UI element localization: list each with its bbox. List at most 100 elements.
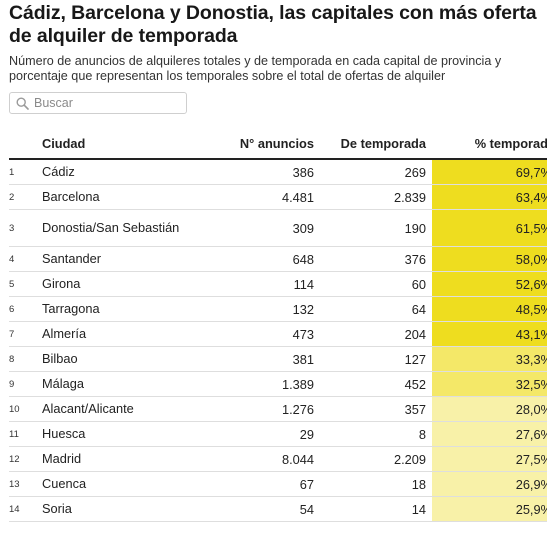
total-listings-cell: 132 xyxy=(203,296,320,322)
city-cell: Cuenca xyxy=(36,471,203,497)
city-cell: Barcelona xyxy=(36,184,203,210)
city-cell: Alacant/Alicante xyxy=(36,396,203,422)
chart-container: Cádiz, Barcelona y Donostia, las capital… xyxy=(9,2,547,522)
total-listings-cell: 1.276 xyxy=(203,396,320,422)
city-cell: Girona xyxy=(36,271,203,297)
temporary-listings-cell: 452 xyxy=(320,371,432,397)
total-listings-cell: 29 xyxy=(203,421,320,447)
rank-cell: 9 xyxy=(9,371,36,397)
city-cell: Soria xyxy=(36,496,203,522)
temporary-listings-cell: 204 xyxy=(320,321,432,347)
rank-cell: 7 xyxy=(9,321,36,347)
chart-subtitle: Número de anuncios de alquileres totales… xyxy=(9,54,502,83)
city-cell: Huesca xyxy=(36,421,203,447)
percent-temporary-cell: 26,9% xyxy=(432,471,547,497)
column-header-total[interactable]: N° anuncios xyxy=(203,128,320,160)
percent-temporary-cell: 32,5% xyxy=(432,371,547,397)
column-header-pct[interactable]: % temporada▼ xyxy=(432,128,547,160)
city-cell: Almería xyxy=(36,321,203,347)
chart-title: Cádiz, Barcelona y Donostia, las capital… xyxy=(9,2,537,47)
search-box[interactable] xyxy=(9,92,187,114)
rank-cell: 2 xyxy=(9,184,36,210)
temporary-listings-cell: 18 xyxy=(320,471,432,497)
rank-cell: 12 xyxy=(9,446,36,472)
rank-cell: 6 xyxy=(9,296,36,322)
city-cell: Madrid xyxy=(36,446,203,472)
rank-cell: 4 xyxy=(9,246,36,272)
temporary-listings-cell: 269 xyxy=(320,159,432,185)
temporary-listings-cell: 2.209 xyxy=(320,446,432,472)
search-icon xyxy=(16,96,29,110)
percent-temporary-cell: 52,6% xyxy=(432,271,547,297)
data-table: Ciudad N° anuncios De temporada % tempor… xyxy=(9,128,547,522)
percent-temporary-cell: 69,7% xyxy=(432,159,547,185)
rank-cell: 13 xyxy=(9,471,36,497)
rank-cell: 11 xyxy=(9,421,36,447)
total-listings-cell: 54 xyxy=(203,496,320,522)
percent-temporary-cell: 63,4% xyxy=(432,184,547,210)
city-cell: Málaga xyxy=(36,371,203,397)
percent-temporary-cell: 28,0% xyxy=(432,396,547,422)
total-listings-cell: 8.044 xyxy=(203,446,320,472)
total-listings-cell: 648 xyxy=(203,246,320,272)
percent-temporary-cell: 33,3% xyxy=(432,346,547,372)
total-listings-cell: 1.389 xyxy=(203,371,320,397)
temporary-listings-cell: 357 xyxy=(320,396,432,422)
temporary-listings-cell: 127 xyxy=(320,346,432,372)
total-listings-cell: 386 xyxy=(203,159,320,185)
temporary-listings-cell: 64 xyxy=(320,296,432,322)
total-listings-cell: 473 xyxy=(203,321,320,347)
column-header-total-label: N° anuncios xyxy=(239,135,314,151)
column-header-pct-label: % temporada xyxy=(474,135,547,151)
city-cell: Santander xyxy=(36,246,203,272)
table-body: 1Cádiz38626969,7%2Barcelona4.4812.83963,… xyxy=(9,159,547,522)
total-listings-cell: 309 xyxy=(203,209,320,247)
city-cell: Tarragona xyxy=(36,296,203,322)
temporary-listings-cell: 60 xyxy=(320,271,432,297)
percent-temporary-cell: 61,5% xyxy=(432,209,547,247)
column-header-rank xyxy=(9,128,36,160)
rank-cell: 14 xyxy=(9,496,36,522)
rank-cell: 1 xyxy=(9,159,36,185)
percent-temporary-cell: 25,9% xyxy=(432,496,547,522)
percent-temporary-cell: 58,0% xyxy=(432,246,547,272)
percent-temporary-cell: 48,5% xyxy=(432,296,547,322)
temporary-listings-cell: 2.839 xyxy=(320,184,432,210)
rank-cell: 8 xyxy=(9,346,36,372)
total-listings-cell: 114 xyxy=(203,271,320,297)
city-cell: Donostia/San Sebastián xyxy=(36,209,203,247)
column-header-temporary-label: De temporada xyxy=(340,135,426,151)
total-listings-cell: 4.481 xyxy=(203,184,320,210)
rank-cell: 3 xyxy=(9,209,36,247)
column-header-city-label: Ciudad xyxy=(42,135,86,151)
total-listings-cell: 67 xyxy=(203,471,320,497)
column-header-temporary[interactable]: De temporada xyxy=(320,128,432,160)
search-input[interactable] xyxy=(34,96,174,110)
column-header-city[interactable]: Ciudad xyxy=(36,128,203,160)
percent-temporary-cell: 27,6% xyxy=(432,421,547,447)
temporary-listings-cell: 376 xyxy=(320,246,432,272)
rank-cell: 10 xyxy=(9,396,36,422)
table-header-row: Ciudad N° anuncios De temporada % tempor… xyxy=(9,128,547,160)
temporary-listings-cell: 190 xyxy=(320,209,432,247)
percent-temporary-cell: 27,5% xyxy=(432,446,547,472)
rank-cell: 5 xyxy=(9,271,36,297)
city-cell: Cádiz xyxy=(36,159,203,185)
city-cell: Bilbao xyxy=(36,346,203,372)
temporary-listings-cell: 8 xyxy=(320,421,432,447)
percent-temporary-cell: 43,1% xyxy=(432,321,547,347)
